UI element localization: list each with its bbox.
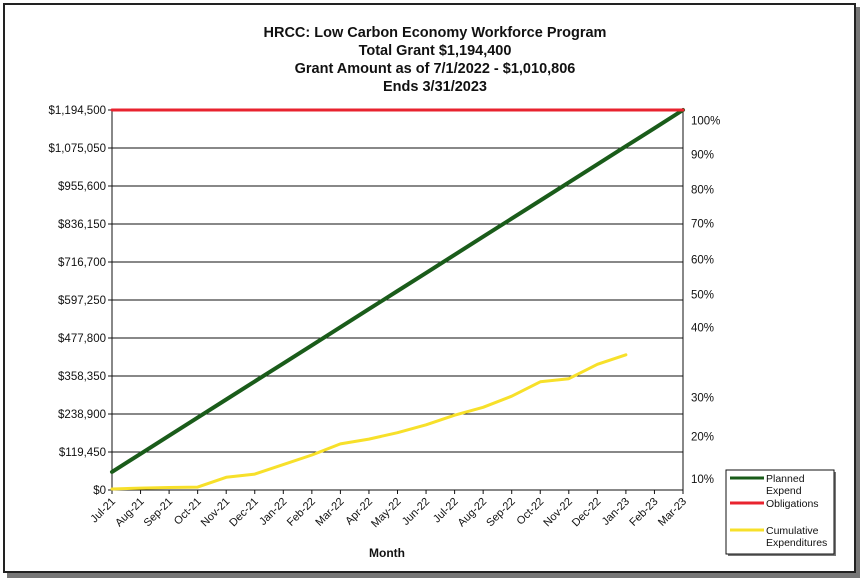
- right-axis-label: 40%: [691, 322, 714, 334]
- legend-label: Cumulative: [766, 525, 819, 537]
- x-tick-label: Jan-22: [257, 496, 289, 528]
- x-tick-label: May-22: [369, 496, 403, 530]
- y-tick-label: $716,700: [58, 257, 106, 269]
- x-tick-label: Dec-21: [227, 496, 261, 530]
- y-tick-label: $1,194,500: [48, 105, 106, 117]
- x-tick-label: Mar-22: [313, 496, 346, 529]
- y-tick-label: $119,450: [59, 447, 106, 459]
- y-tick-label: $955,600: [58, 181, 106, 193]
- x-tick-label: Sep-21: [142, 496, 176, 530]
- y-tick-label: $1,075,050: [48, 143, 106, 155]
- legend-label: Expend: [766, 485, 802, 497]
- x-tick-label: Jan-23: [600, 496, 632, 528]
- legend-label: Planned: [766, 473, 805, 485]
- y-tick-label: $477,800: [58, 333, 106, 345]
- right-axis-label: 10%: [691, 474, 714, 486]
- x-tick-label: Sep-22: [484, 496, 518, 530]
- y-tick-label: $597,250: [58, 295, 106, 307]
- chart-title: HRCC: Low Carbon Economy Workforce Progr…: [110, 24, 760, 96]
- y-tick-label: $0: [93, 485, 106, 497]
- x-tick-label: Mar-23: [656, 496, 689, 529]
- title-line-4: Ends 3/31/2023: [383, 79, 487, 95]
- chart-frame: [3, 3, 856, 573]
- x-tick-label: Dec-22: [570, 496, 604, 530]
- x-tick-label: Feb-22: [285, 496, 318, 529]
- right-axis-label: 70%: [691, 218, 714, 230]
- x-tick-label: Oct-22: [515, 496, 547, 528]
- x-tick-label: Oct-21: [172, 496, 204, 528]
- x-tick-label: Feb-23: [627, 496, 660, 529]
- legend-box: [725, 469, 835, 555]
- x-tick-label: Nov-22: [541, 496, 575, 530]
- x-tick-label: Aug-22: [456, 496, 490, 530]
- x-tick-label: Aug-21: [113, 496, 147, 530]
- right-axis-label: 100%: [691, 116, 720, 128]
- series-line-cumulative-expenditures: [110, 353, 628, 491]
- legend-label: Expenditures: [766, 537, 827, 549]
- title-line-2: Total Grant $1,194,400: [358, 43, 512, 59]
- x-tick-label: Nov-21: [199, 496, 233, 530]
- right-axis-label: 50%: [691, 290, 714, 302]
- right-axis-label: 60%: [691, 254, 714, 266]
- y-tick-label: $238,900: [58, 409, 106, 421]
- right-axis-label: 90%: [691, 149, 714, 161]
- series-line-planned-expend: [110, 108, 685, 474]
- legend-label: Obligations: [766, 498, 819, 510]
- y-tick-label: $358,350: [58, 371, 106, 383]
- title-line-3: Grant Amount as of 7/1/2022 - $1,010,806: [294, 61, 576, 77]
- x-axis-label: Month: [369, 546, 405, 560]
- y-tick-label: $836,150: [58, 219, 106, 231]
- title-line-1: HRCC: Low Carbon Economy Workforce Progr…: [263, 25, 607, 41]
- right-axis-label: 80%: [691, 185, 714, 197]
- x-tick-label: Jun-22: [400, 496, 432, 528]
- right-axis-label: 20%: [691, 432, 714, 444]
- right-axis-label: 30%: [691, 392, 714, 404]
